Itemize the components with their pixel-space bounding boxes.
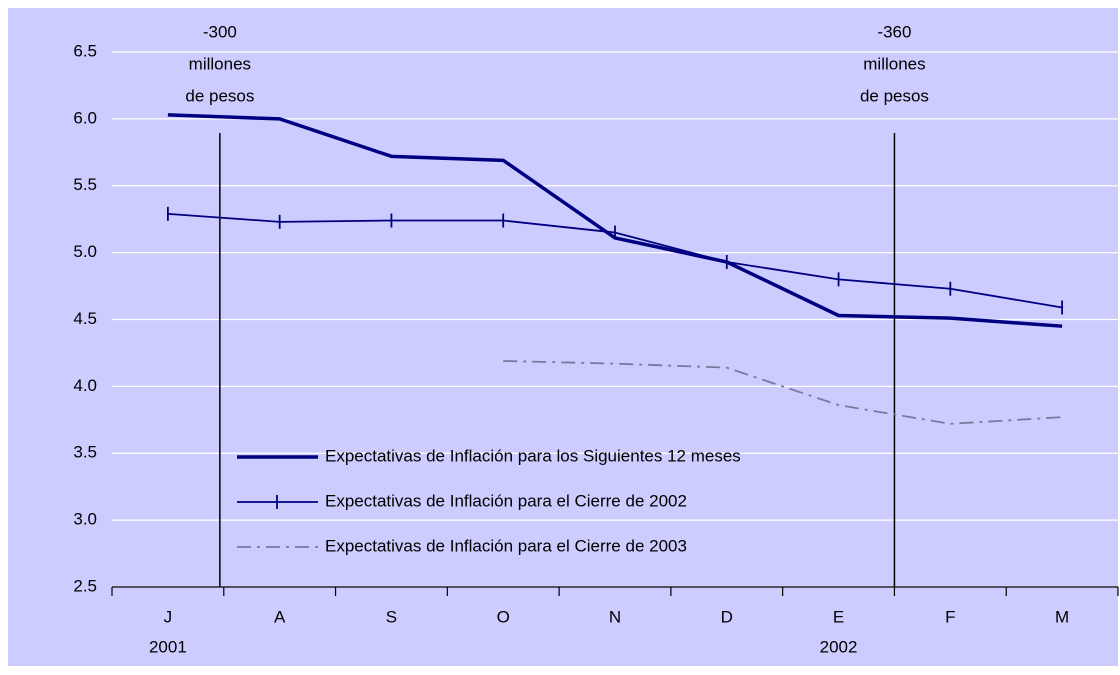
x-tick-label: O [497, 607, 510, 626]
series-line [503, 360, 1063, 425]
y-tick-label: 4.0 [73, 376, 97, 395]
year-label: 2001 [149, 637, 187, 656]
y-tick-label: 4.5 [73, 309, 97, 328]
annotation: de pesos [860, 86, 929, 105]
y-tick-label: 3.0 [73, 510, 97, 529]
annotation: -360 [877, 22, 911, 41]
x-tick-label: A [274, 607, 286, 626]
year-label: 2002 [820, 637, 858, 656]
x-tick-label: N [609, 607, 621, 626]
chart-background [8, 8, 1118, 666]
annotation: de pesos [185, 86, 254, 105]
y-tick-label: 3.5 [73, 443, 97, 462]
y-tick-label: 5.5 [73, 175, 97, 194]
y-tick-label: 6.0 [73, 108, 97, 127]
x-tick-label: M [1055, 607, 1069, 626]
y-tick-label: 6.5 [73, 41, 97, 60]
annotation: millones [863, 54, 925, 73]
x-tick-label: E [833, 607, 844, 626]
y-tick-label: 2.5 [73, 576, 97, 595]
x-tick-label: F [945, 607, 955, 626]
annotation: -300 [203, 22, 237, 41]
x-tick-label: D [721, 607, 733, 626]
annotation: millones [189, 54, 251, 73]
legend-label: Expectativas de Inflación para el Cierre… [325, 536, 687, 555]
legend-label: Expectativas de Inflación para el Cierre… [325, 491, 687, 510]
x-tick-label: S [386, 607, 397, 626]
legend-label: Expectativas de Inflación para los Sigui… [325, 446, 741, 465]
x-tick-label: J [164, 607, 173, 626]
y-tick-label: 5.0 [73, 242, 97, 261]
